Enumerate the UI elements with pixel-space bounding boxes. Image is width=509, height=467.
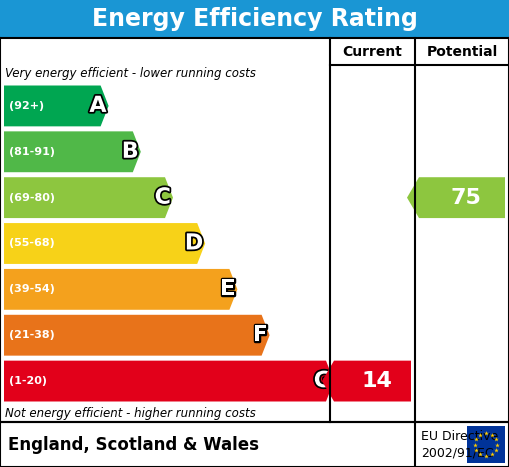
Text: England, Scotland & Wales: England, Scotland & Wales: [8, 436, 259, 453]
Text: (39-54): (39-54): [9, 284, 55, 294]
Bar: [0, 0, 509, 38]
Bar: [0, 422, 509, 467]
Text: Not energy efficient - higher running costs: Not energy efficient - higher running co…: [5, 406, 256, 419]
Text: 14: 14: [361, 371, 392, 391]
Polygon shape: [4, 223, 205, 264]
Text: (81-91): (81-91): [9, 147, 55, 157]
Text: (92+): (92+): [9, 101, 44, 111]
Text: Potential: Potential: [427, 44, 498, 58]
Text: Very energy efficient - lower running costs: Very energy efficient - lower running co…: [5, 68, 256, 80]
Polygon shape: [4, 361, 334, 402]
Polygon shape: [322, 361, 411, 402]
Text: G: G: [314, 371, 332, 391]
Text: 2002/91/EC: 2002/91/EC: [421, 447, 494, 460]
Text: C: C: [155, 188, 171, 208]
Text: 75: 75: [450, 188, 482, 208]
Text: D: D: [185, 234, 203, 254]
Polygon shape: [4, 131, 141, 172]
Bar: [467, 426, 505, 463]
Text: (21-38): (21-38): [9, 330, 55, 340]
Polygon shape: [407, 177, 505, 218]
Text: EU Directive: EU Directive: [421, 431, 498, 443]
Text: F: F: [252, 325, 268, 345]
Polygon shape: [4, 85, 108, 127]
Text: (1-20): (1-20): [9, 376, 47, 386]
Text: E: E: [220, 279, 235, 299]
Text: B: B: [122, 142, 139, 162]
Text: Current: Current: [343, 44, 403, 58]
Text: Energy Efficiency Rating: Energy Efficiency Rating: [92, 7, 417, 31]
Polygon shape: [4, 177, 173, 218]
Bar: [0, 38, 509, 422]
Polygon shape: [4, 315, 270, 356]
Text: (55-68): (55-68): [9, 239, 55, 248]
Text: A: A: [90, 96, 106, 116]
Text: (69-80): (69-80): [9, 193, 55, 203]
Polygon shape: [4, 269, 237, 310]
